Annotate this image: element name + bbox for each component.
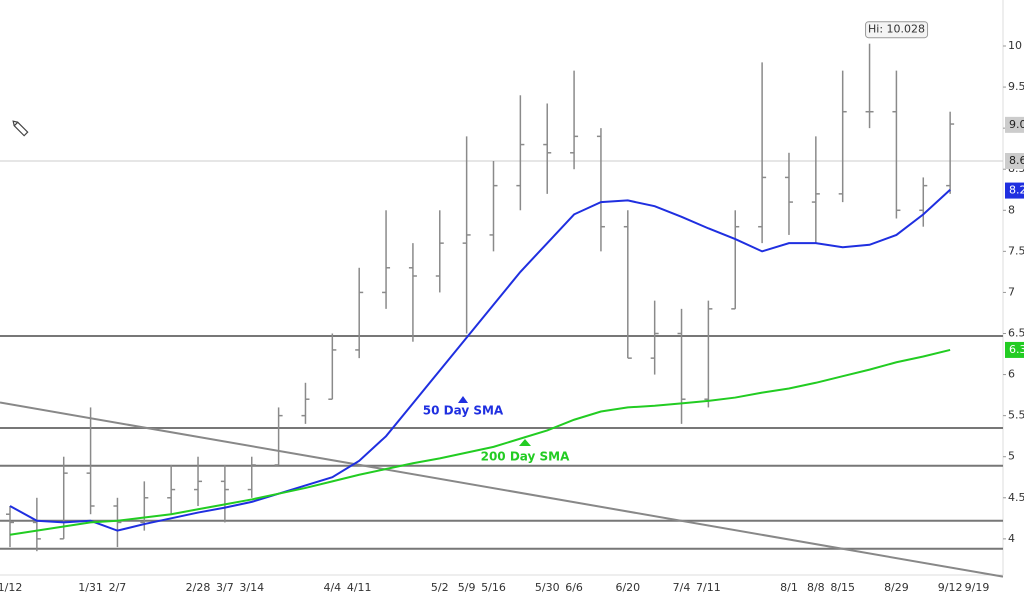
price-tag (1005, 182, 1024, 199)
x-tick-label: 2/7 (109, 581, 127, 594)
annotation-arrow (458, 396, 468, 403)
x-tick-label: 4/11 (347, 581, 372, 594)
x-tick-label: 8/15 (830, 581, 855, 594)
y-tick-label: 8 (1008, 203, 1015, 216)
x-tick-label: 3/7 (216, 581, 234, 594)
annotation-arrow (519, 439, 531, 446)
price-tag (1005, 116, 1024, 133)
sma-line (9, 348, 951, 536)
x-tick-label: 8/29 (884, 581, 909, 594)
x-tick-label: 1/31 (78, 581, 103, 594)
sma-line (9, 189, 951, 532)
sma-annotation: 50 Day SMA (423, 404, 504, 418)
y-tick-label: 9.5 (1008, 80, 1024, 93)
x-tick-label: 4/4 (323, 581, 341, 594)
price-tag-label: 9.0 (1009, 118, 1024, 131)
x-tick-label: 6/20 (615, 581, 640, 594)
x-tick-label: 5/2 (431, 581, 449, 594)
annotation-box (865, 21, 929, 39)
x-tick-label: 8/1 (780, 581, 798, 594)
sma-annotation: 200 Day SMA (481, 450, 571, 464)
y-tick-label: 10 (1008, 39, 1022, 52)
price-tag-label: 8.6 (1009, 154, 1024, 167)
price-tag-label: 8.2 (1009, 184, 1024, 197)
x-tick-label: 1/12 (0, 581, 22, 594)
price-tag-label: 6.3 (1009, 343, 1024, 356)
x-tick-label: 6/6 (565, 581, 583, 594)
trendline (0, 401, 1004, 578)
x-tick-label: 5/16 (481, 581, 506, 594)
x-tick-label: 7/11 (696, 581, 721, 594)
x-tick-label: 8/8 (807, 581, 825, 594)
price-tag (1005, 341, 1024, 358)
y-tick-label: 4.5 (1008, 491, 1024, 504)
y-tick-label: 6.5 (1008, 327, 1024, 340)
y-tick-label: 7.5 (1008, 244, 1024, 257)
x-tick-label: 5/9 (458, 581, 476, 594)
x-tick-label: 3/14 (239, 581, 264, 594)
x-tick-label: 7/4 (673, 581, 691, 594)
y-tick-label: 5.5 (1008, 409, 1024, 422)
annotation: Hi: 10.028 (868, 23, 925, 36)
y-tick-label: 6 (1008, 368, 1015, 381)
y-tick-label: 4 (1008, 532, 1015, 545)
x-tick-label: 9/12 (938, 581, 963, 594)
price-tag (1005, 153, 1024, 169)
x-tick-label: 2/28 (186, 581, 211, 594)
y-tick-label: 7 (1008, 285, 1015, 298)
x-tick-label: 9/19 (965, 581, 990, 594)
x-tick-label: 5/30 (535, 581, 560, 594)
y-tick-label: 5 (1008, 450, 1015, 463)
pencil-icon[interactable] (11, 119, 29, 137)
